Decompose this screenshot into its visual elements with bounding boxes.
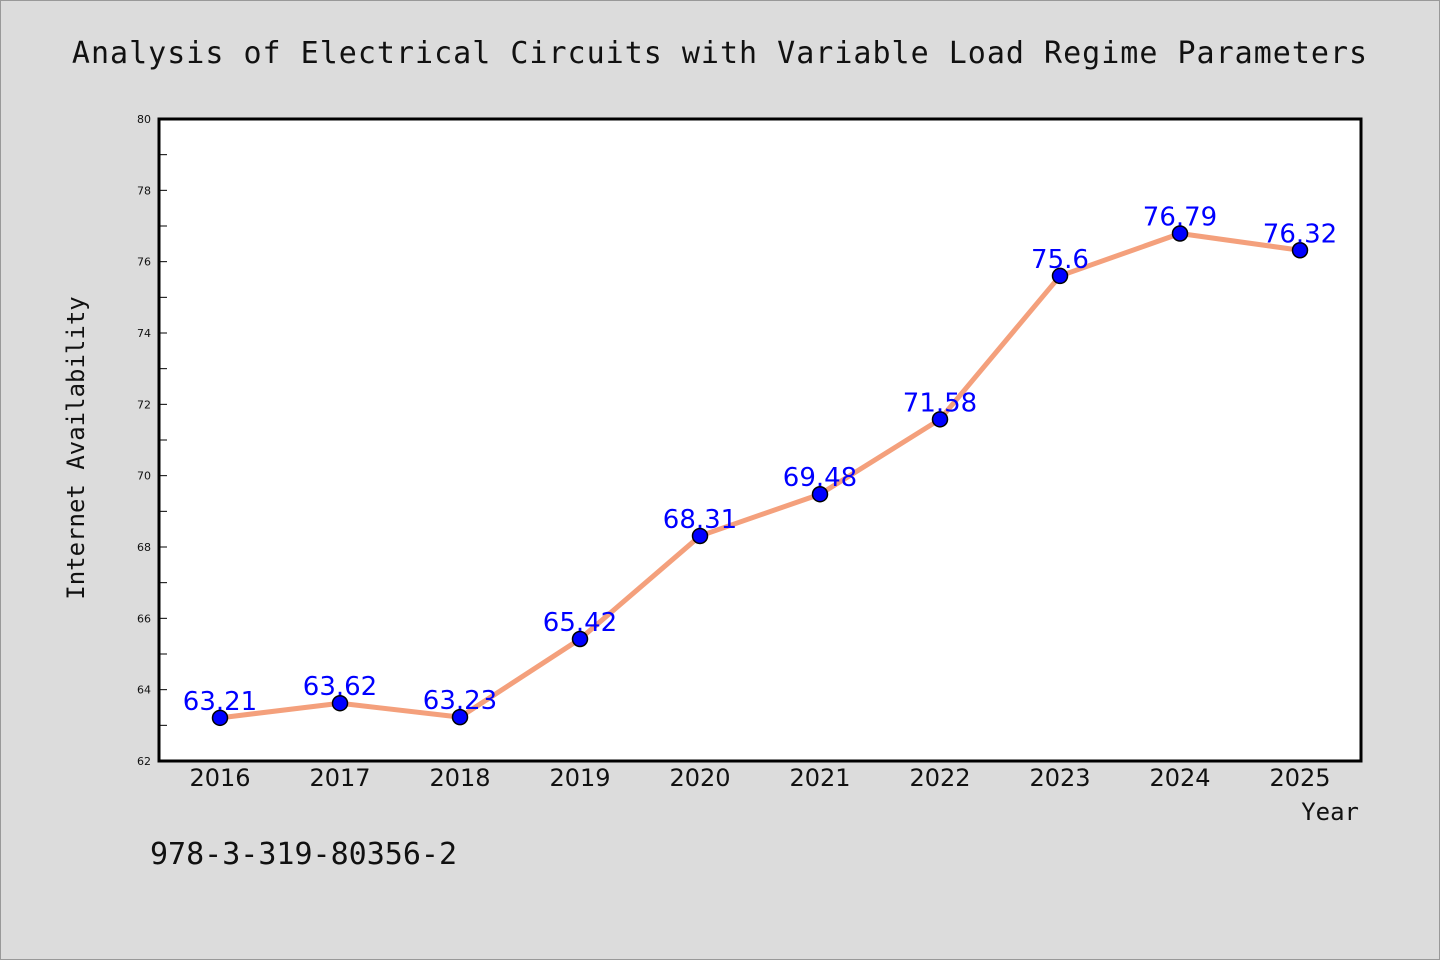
y-tick-label: 64: [137, 684, 151, 697]
data-point: [1171, 225, 1189, 242]
data-label: 71.58: [903, 388, 977, 418]
plot-frame: [157, 117, 1363, 763]
x-axis-label: Year: [1301, 798, 1359, 826]
data-point: [1291, 242, 1309, 259]
x-tick-label: 2019: [549, 764, 610, 792]
y-tick-label: 80: [137, 113, 151, 126]
x-tick-label: 2021: [789, 764, 850, 792]
footer-code: 978-3-319-80356-2: [150, 837, 457, 872]
y-tick-label: 70: [137, 470, 151, 483]
data-label: 63.21: [183, 687, 257, 717]
series-layer: [211, 225, 1309, 727]
y-tick-label: 78: [137, 184, 151, 197]
data-label: 76.79: [1143, 202, 1217, 232]
data-point: [571, 630, 589, 648]
x-tick-label: 2016: [189, 764, 250, 792]
x-tick-label: 2017: [309, 764, 370, 792]
data-point: [211, 709, 229, 727]
x-tick-label: 2023: [1029, 764, 1090, 792]
y-tick-label: 66: [137, 612, 151, 625]
data-point: [451, 708, 469, 726]
series-line: [217, 230, 1303, 721]
data-point: [811, 485, 829, 503]
y-axis-label: Internet Availability: [62, 296, 90, 599]
data-labels: 63.21 63.62 63.23 65.42 68.31 69.48 71.58 75.6 7…: [183, 202, 1337, 716]
x-tick-label: 2025: [1269, 764, 1330, 792]
chart-title: Analysis of Electrical Circuits with Var…: [72, 36, 1368, 71]
plot-area: [159, 119, 1361, 761]
data-point: [1051, 267, 1069, 285]
y-axis: 62 64 66 68 70 72 74 76 78 80: [137, 113, 167, 768]
y-tick-label: 72: [137, 398, 151, 411]
data-point: [691, 527, 709, 545]
x-axis: 2016 2017 2018 2019 2020 2021 2022 2023 2024 2025: [189, 764, 1330, 792]
x-tick-label: 2018: [429, 764, 490, 792]
data-label: 69.48: [783, 463, 857, 493]
y-tick-label: 74: [137, 327, 151, 340]
data-point: [931, 411, 949, 428]
y-tick-label: 62: [137, 755, 151, 768]
data-label: 63.23: [423, 686, 497, 716]
y-tick-label: 68: [137, 541, 151, 554]
x-tick-label: 2020: [669, 764, 730, 792]
x-tick-label: 2024: [1149, 764, 1210, 792]
data-label: 68.31: [663, 505, 737, 535]
data-label: 76.32: [1263, 219, 1337, 249]
data-label: 75.6: [1031, 245, 1089, 275]
data-point: [331, 694, 349, 712]
data-label: 63.62: [303, 672, 377, 702]
y-tick-label: 76: [137, 256, 151, 269]
data-label: 65.42: [543, 608, 617, 638]
x-tick-label: 2022: [909, 764, 970, 792]
